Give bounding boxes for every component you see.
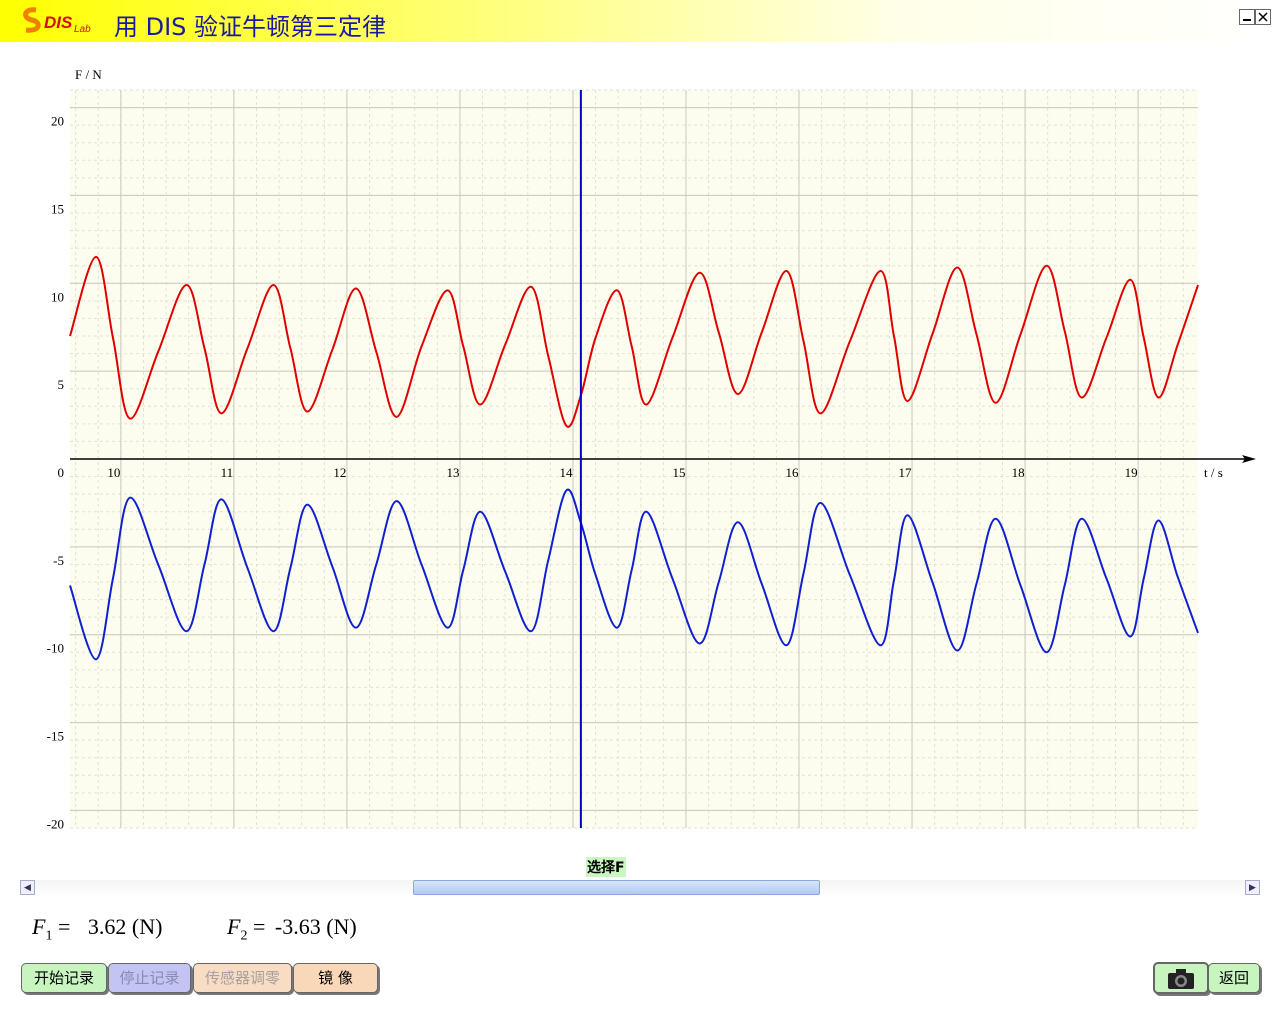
y-tick-label: -20 [47, 816, 64, 831]
readout-value: 3.62 [87, 914, 127, 939]
y-tick-label: -5 [53, 553, 64, 568]
x-tick-label: 10 [107, 465, 120, 480]
scrollbar[interactable]: ◀ ▶ [20, 880, 1260, 895]
x-tick-label: 19 [1125, 465, 1138, 480]
minimize-button[interactable] [1239, 9, 1255, 25]
close-button[interactable] [1255, 9, 1271, 25]
y-tick-label: 10 [51, 289, 64, 304]
start-button[interactable]: 开始记录 [21, 963, 107, 993]
series-line [69, 488, 1199, 661]
readout-symbol: F [32, 914, 46, 939]
readout-equals: = [252, 914, 266, 939]
readout-subscript: 2 [240, 928, 248, 944]
y-tick-label: -15 [47, 729, 64, 744]
scroll-thumb[interactable] [413, 880, 820, 895]
x-axis-label: t / s [1204, 465, 1223, 480]
readout-f1: F1 = 3.62 (N) [32, 914, 162, 944]
logo-text: DIS [44, 13, 73, 32]
logo-subtext: Lab [74, 24, 91, 35]
x-tick-label: 12 [333, 465, 346, 480]
readout-unit: (N) [326, 914, 357, 939]
readout-unit: (N) [131, 914, 163, 939]
readout-subscript: 1 [45, 928, 53, 944]
zero-button: 传感器调零 [193, 963, 292, 993]
x-axis-arrow [1242, 455, 1256, 463]
logo: DIS Lab [23, 7, 91, 35]
scroll-left[interactable]: ◀ [20, 880, 35, 895]
camera-button[interactable] [1153, 962, 1209, 994]
series-line [69, 255, 1199, 428]
readout-f2: F2 = -3.63 (N) [227, 914, 357, 944]
x-tick-label: 11 [221, 465, 234, 480]
y-tick-label: 0 [58, 465, 65, 480]
x-tick-label: 15 [672, 465, 685, 480]
x-tick-label: 14 [559, 465, 573, 480]
window-title: 用 DIS 验证牛顿第三定律 [114, 13, 387, 41]
x-tick-label: 18 [1012, 465, 1025, 480]
y-tick-label: -10 [47, 641, 64, 656]
mirror-button[interactable]: 镜 像 [293, 963, 378, 993]
x-tick-label: 17 [899, 465, 913, 480]
back-button[interactable]: 返回 [1208, 963, 1260, 993]
y-axis-label: F / N [75, 67, 102, 82]
chart: F / N t / s -20 -15 -10 -5 0 5 10 15 20 10 11 12 13 1… [47, 67, 1256, 831]
readout-equals: = [57, 914, 71, 939]
y-tick-label: 15 [51, 201, 64, 216]
y-tick-label: 5 [58, 377, 65, 392]
readout-value: -3.63 [274, 914, 321, 939]
logo-swoosh [23, 7, 41, 33]
readout-symbol: F [227, 914, 241, 939]
selector-label[interactable]: 选择F [586, 857, 626, 877]
stop-button: 停止记录 [108, 963, 191, 993]
title-bar: DIS Lab 用 DIS 验证牛顿第三定律 [0, 0, 1280, 42]
y-tick-label: 20 [51, 114, 64, 129]
scroll-right[interactable]: ▶ [1245, 880, 1260, 895]
x-tick-label: 16 [786, 465, 800, 480]
x-tick-label: 13 [446, 465, 459, 480]
